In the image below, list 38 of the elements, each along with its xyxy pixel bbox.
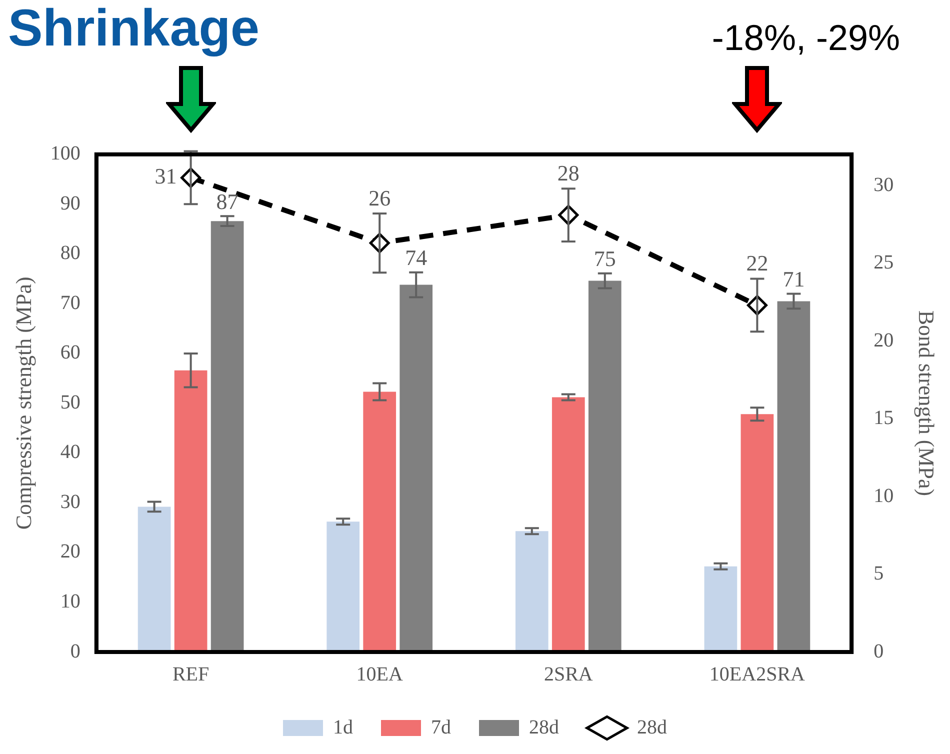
data-label: 87 (216, 188, 238, 214)
y2-tick-label: 5 (874, 562, 884, 584)
y2-tick-label: 25 (874, 252, 894, 274)
y-tick-label: 90 (60, 192, 80, 214)
legend-label: 28d (637, 716, 667, 738)
data-label: 74 (405, 245, 428, 270)
x-tick-label: 10EA2SRA (709, 663, 806, 686)
y-tick-label: 60 (60, 342, 80, 364)
data-label: 22 (746, 250, 768, 276)
data-label: 75 (594, 246, 616, 272)
y-tick-label: 80 (60, 242, 80, 264)
y-tick-label: 70 (60, 292, 80, 314)
text: -18%, -29% (712, 16, 900, 58)
data-label: 71 (782, 266, 805, 292)
chart-title: Shrinkage (8, 0, 260, 58)
legend-label: 28d (529, 716, 559, 738)
y-tick-label: 100 (50, 142, 80, 165)
y-tick-label: 20 (60, 540, 80, 563)
data-label: 28 (557, 160, 580, 186)
x-tick-label: REF (172, 663, 210, 686)
y2-tick-label: 15 (874, 407, 894, 429)
x-tick-label: 10EA (356, 663, 404, 686)
y-tick-label: 50 (60, 391, 80, 414)
y-axis-title: Compressive strength (MPa) (10, 276, 36, 530)
y-tick-label: 10 (60, 590, 80, 612)
y2-tick-label: 0 (874, 640, 884, 662)
legend-label: 7d (431, 716, 451, 738)
y-tick-label: 40 (60, 441, 80, 464)
y2-axis-title: Bond strength (MPa) (914, 310, 940, 496)
y2-tick-label: 30 (874, 174, 894, 196)
data-label: 26 (368, 185, 391, 210)
y-tick-label: 0 (70, 640, 80, 662)
y2-tick-label: 10 (874, 484, 894, 507)
y2-tick-label: 20 (874, 329, 894, 352)
legend-label: 1d (333, 716, 353, 738)
y-tick-label: 30 (60, 490, 80, 513)
data-label: 31 (154, 164, 177, 189)
x-tick-label: 2SRA (544, 663, 594, 686)
